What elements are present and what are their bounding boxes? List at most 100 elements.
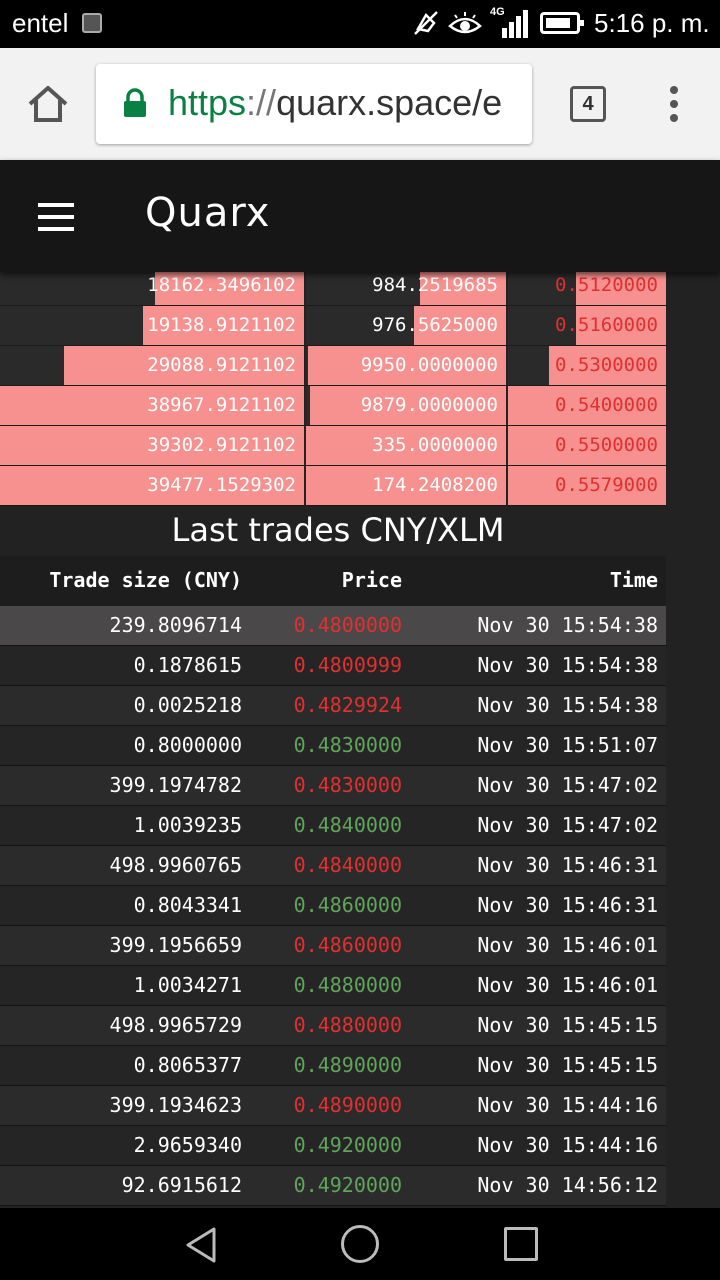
- trade-size: 399.1974782: [109, 773, 242, 797]
- trade-size: 1.0034271: [133, 973, 242, 997]
- trade-price: 0.4890000: [293, 1093, 402, 1117]
- table-row[interactable]: 0.0025218 0.4829924 Nov 30 15:54:38: [0, 686, 666, 726]
- order-book-cell-amount: 976.5625000: [306, 306, 506, 346]
- trade-size: 92.6915612: [121, 1173, 242, 1197]
- header-trade-size: Trade size (CNY): [49, 568, 242, 592]
- depth-bar: [63, 346, 304, 385]
- trade-time: Nov 30 15:47:02: [477, 813, 658, 837]
- table-row[interactable]: 0.8065377 0.4890000 Nov 30 15:45:15: [0, 1046, 666, 1086]
- signal-icon: 4G: [488, 6, 532, 46]
- trade-price: 0.4830000: [293, 773, 402, 797]
- depth-bar: [414, 306, 506, 345]
- tab-switcher-button[interactable]: 4: [570, 86, 606, 122]
- depth-bar: [308, 346, 506, 385]
- recent-apps-icon[interactable]: [504, 1227, 538, 1261]
- home-icon[interactable]: [26, 84, 70, 124]
- order-book-cell-price: 0.5300000: [508, 346, 666, 386]
- carrier-name: entel: [12, 8, 69, 38]
- depth-bar: [549, 346, 666, 385]
- order-book-row[interactable]: 18162.3496102 984.2519685 0.5120000: [0, 266, 666, 306]
- trade-price: 0.4860000: [293, 893, 402, 917]
- overflow-menu-icon[interactable]: [664, 86, 684, 122]
- vibrate-off-icon: [414, 11, 438, 35]
- trade-price: 0.4830000: [293, 733, 402, 757]
- url-separator: ://: [246, 82, 277, 123]
- hamburger-menu-icon[interactable]: [38, 203, 74, 231]
- table-row[interactable]: 0.8043341 0.4860000 Nov 30 15:46:31: [0, 886, 666, 926]
- depth-bar: [420, 266, 506, 305]
- depth-bar: [575, 266, 666, 305]
- trade-price: 0.4840000: [293, 813, 402, 837]
- depth-bar: [0, 386, 304, 425]
- order-book-cell-price: 0.5120000: [508, 266, 666, 306]
- table-row[interactable]: 0.1878615 0.4800999 Nov 30 15:54:38: [0, 646, 666, 686]
- address-bar[interactable]: https://quarx.space/e: [96, 64, 532, 144]
- table-row[interactable]: 0.8000000 0.4830000 Nov 30 15:51:07: [0, 726, 666, 766]
- order-book-row[interactable]: 29088.9121102 9950.0000000 0.5300000: [0, 346, 666, 386]
- table-row[interactable]: 498.9965729 0.4880000 Nov 30 15:45:15: [0, 1006, 666, 1046]
- trade-time: Nov 30 15:44:16: [477, 1093, 658, 1117]
- trade-size: 0.8043341: [133, 893, 242, 917]
- order-book-row[interactable]: 38967.9121102 9879.0000000 0.5400000: [0, 386, 666, 426]
- table-row[interactable]: 399.1934623 0.4890000 Nov 30 15:44:16: [0, 1086, 666, 1126]
- battery-icon: [540, 12, 584, 34]
- trade-time: Nov 30 15:46:31: [477, 853, 658, 877]
- trade-price: 0.4829924: [293, 693, 402, 717]
- trade-time: Nov 30 14:56:12: [477, 1173, 658, 1197]
- back-icon[interactable]: [184, 1226, 218, 1264]
- order-book-cell-price: 0.5579000: [508, 466, 666, 506]
- trade-size: 0.8000000: [133, 733, 242, 757]
- network-type: 4G: [490, 6, 505, 18]
- trade-time: Nov 30 15:45:15: [477, 1013, 658, 1037]
- table-row[interactable]: 239.8096714 0.4800000 Nov 30 15:54:38: [0, 606, 666, 646]
- table-row[interactable]: 92.6915612 0.4920000 Nov 30 14:56:12: [0, 1166, 666, 1206]
- trade-time: Nov 30 15:45:15: [477, 1053, 658, 1077]
- app-title: Quarx: [145, 190, 271, 236]
- order-book-price: 0.5120000: [555, 274, 658, 296]
- lock-icon: [124, 88, 146, 117]
- order-book-row[interactable]: 19138.9121102 976.5625000 0.5160000: [0, 306, 666, 346]
- trade-time: Nov 30 15:44:16: [477, 1133, 658, 1157]
- order-book-row[interactable]: 39302.9121102 335.0000000 0.5500000: [0, 426, 666, 466]
- order-book-total: 38967.9121102: [147, 394, 296, 416]
- depth-bar: [508, 466, 666, 505]
- depth-bar: [508, 426, 666, 465]
- url-text: https://quarx.space/e: [168, 82, 502, 124]
- order-book-amount: 9879.0000000: [360, 394, 498, 416]
- order-book-cell-total: 39302.9121102: [0, 426, 304, 466]
- trade-time: Nov 30 15:47:02: [477, 773, 658, 797]
- table-row[interactable]: 1.0039235 0.4840000 Nov 30 15:47:02: [0, 806, 666, 846]
- depth-bar: [0, 426, 304, 465]
- trade-price: 0.4880000: [293, 1013, 402, 1037]
- table-row[interactable]: 399.1974782 0.4830000 Nov 30 15:47:02: [0, 766, 666, 806]
- depth-bar: [575, 306, 666, 345]
- table-row[interactable]: 498.9960765 0.4840000 Nov 30 15:46:31: [0, 846, 666, 886]
- trade-price: 0.4920000: [293, 1133, 402, 1157]
- url-host: quarx.space/e: [276, 82, 503, 123]
- order-book-row[interactable]: 39477.1529302 174.2408200 0.5579000: [0, 466, 666, 506]
- home-nav-icon[interactable]: [341, 1225, 379, 1263]
- browser-toolbar: https://quarx.space/e 4: [0, 48, 720, 160]
- order-book-cell-amount: 174.2408200: [306, 466, 506, 506]
- table-row[interactable]: 399.1956659 0.4860000 Nov 30 15:46:01: [0, 926, 666, 966]
- system-nav-bar: [0, 1208, 720, 1280]
- order-book-price: 0.5579000: [555, 474, 658, 496]
- trade-time: Nov 30 15:46:01: [477, 933, 658, 957]
- eye-comfort-icon: [448, 12, 482, 34]
- trade-price: 0.4840000: [293, 853, 402, 877]
- order-book-cell-amount: 9879.0000000: [306, 386, 506, 426]
- order-book-price: 0.5300000: [555, 354, 658, 376]
- trade-time: Nov 30 15:51:07: [477, 733, 658, 757]
- order-book-amount: 335.0000000: [372, 434, 498, 456]
- header-time: Time: [609, 568, 658, 592]
- order-book-cell-total: 19138.9121102: [0, 306, 304, 346]
- table-row[interactable]: 1.0034271 0.4880000 Nov 30 15:46:01: [0, 966, 666, 1006]
- trade-size: 239.8096714: [109, 613, 242, 637]
- order-book-cell-total: 29088.9121102: [0, 346, 304, 386]
- trade-size: 399.1934623: [109, 1093, 242, 1117]
- order-book-amount: 9950.0000000: [360, 354, 498, 376]
- depth-bar: [0, 466, 304, 505]
- order-book-cell-price: 0.5400000: [508, 386, 666, 426]
- table-row[interactable]: 2.9659340 0.4920000 Nov 30 15:44:16: [0, 1126, 666, 1166]
- app-header: Quarx: [0, 160, 720, 272]
